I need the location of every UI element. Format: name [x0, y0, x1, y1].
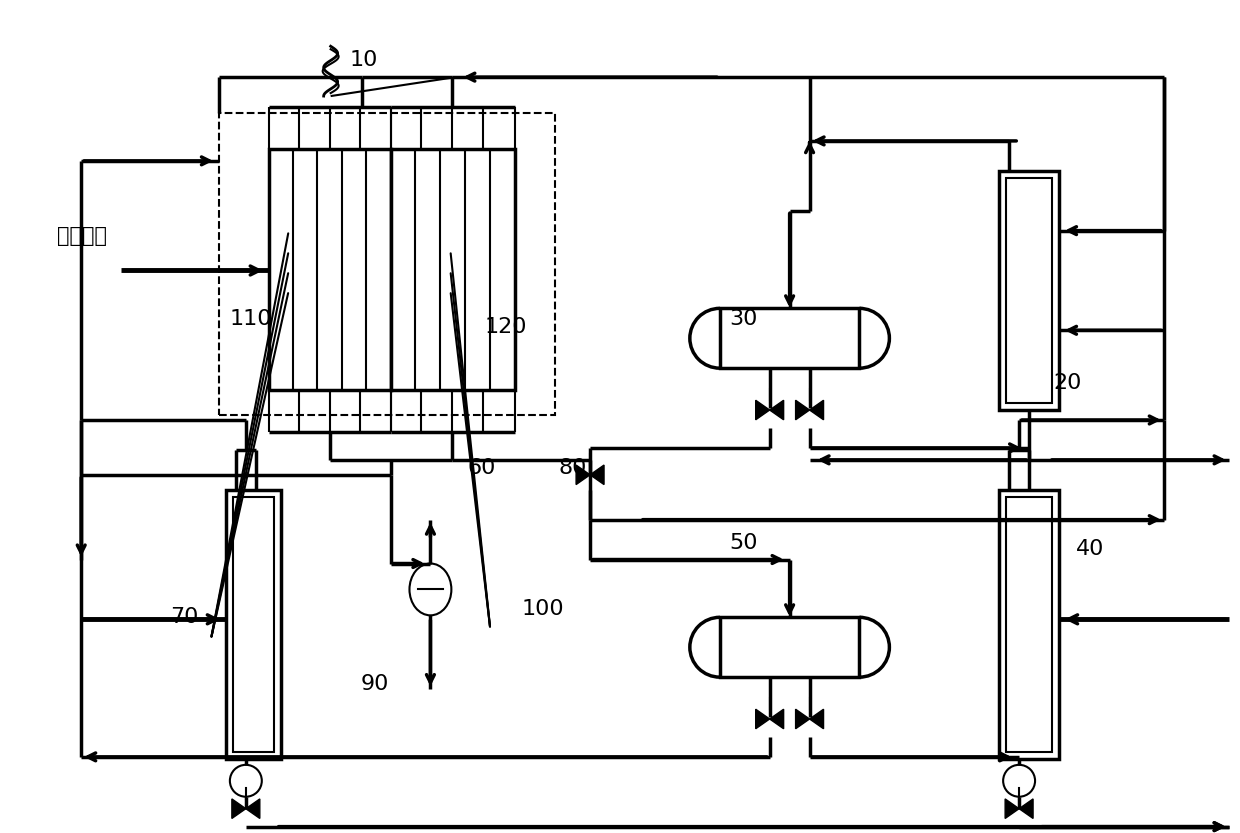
- Polygon shape: [770, 709, 784, 729]
- Polygon shape: [1006, 799, 1019, 819]
- Polygon shape: [1019, 799, 1033, 819]
- Ellipse shape: [409, 563, 451, 616]
- Text: 30: 30: [729, 308, 758, 328]
- Polygon shape: [770, 400, 784, 420]
- Text: 100: 100: [522, 599, 564, 619]
- Text: 40: 40: [1076, 539, 1105, 559]
- Text: 80: 80: [559, 458, 588, 478]
- Text: 20: 20: [1054, 373, 1083, 393]
- Bar: [219, 113, 556, 415]
- Polygon shape: [755, 400, 770, 420]
- Text: 60: 60: [467, 458, 496, 478]
- Bar: [999, 490, 1059, 759]
- Polygon shape: [590, 465, 604, 485]
- Bar: [999, 171, 1059, 410]
- Polygon shape: [796, 400, 810, 420]
- Text: 110: 110: [231, 308, 273, 328]
- Polygon shape: [810, 709, 823, 729]
- Polygon shape: [246, 799, 260, 819]
- Text: 70: 70: [170, 607, 198, 627]
- Polygon shape: [810, 400, 823, 420]
- Bar: [233, 496, 274, 752]
- Text: 120: 120: [485, 317, 527, 337]
- Bar: [269, 149, 391, 390]
- Bar: [226, 490, 280, 759]
- Polygon shape: [796, 709, 810, 729]
- Text: 10: 10: [350, 49, 378, 69]
- Text: 50: 50: [729, 532, 758, 552]
- Bar: [719, 308, 859, 368]
- Bar: [1006, 177, 1052, 403]
- Bar: [719, 617, 859, 677]
- Polygon shape: [232, 799, 246, 819]
- Text: 含酚废水: 含酚废水: [57, 226, 107, 246]
- Text: 90: 90: [361, 674, 389, 694]
- Bar: [1006, 496, 1052, 752]
- Bar: [391, 149, 516, 390]
- Polygon shape: [577, 465, 590, 485]
- Polygon shape: [755, 709, 770, 729]
